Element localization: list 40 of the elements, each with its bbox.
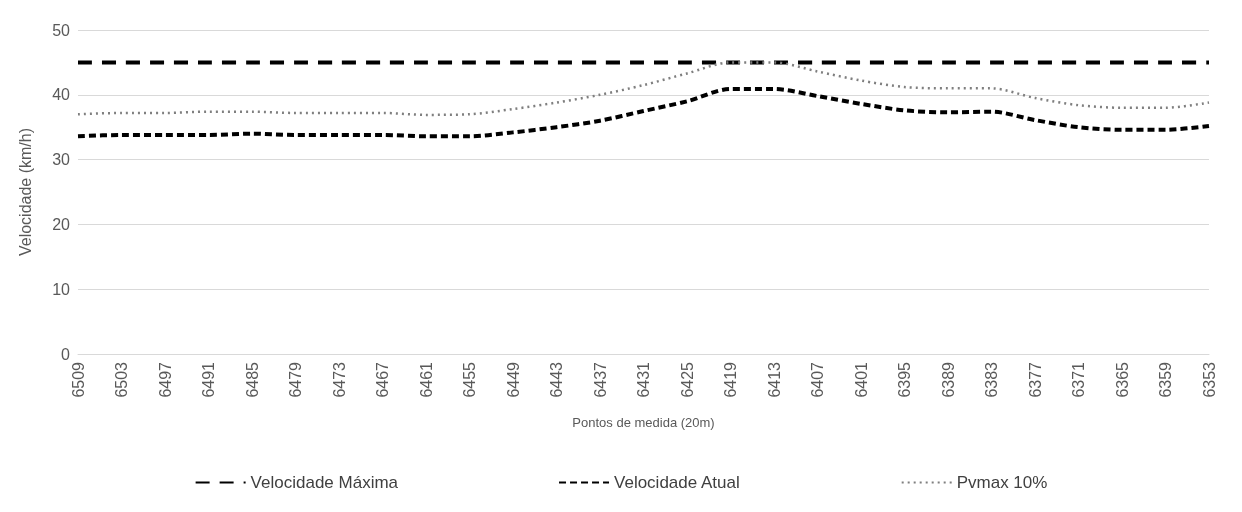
y-tick-label: 10	[52, 280, 71, 298]
y-tick-label: 50	[52, 21, 71, 39]
line-series	[76, 61, 1211, 117]
x-tick-label: 6431	[635, 361, 652, 398]
x-tick-label: 6383	[983, 361, 1000, 398]
x-tick-label: 6365	[1113, 361, 1131, 398]
x-tick-label: 6389	[939, 361, 957, 398]
x-tick-label: 6473	[330, 361, 348, 398]
y-tick-label: 40	[52, 86, 71, 104]
x-tick-label: 6353	[1200, 361, 1218, 398]
x-tick-label: 6503	[113, 361, 130, 398]
x-tick-label: 6413	[765, 361, 783, 398]
x-tick-label: 6509	[69, 361, 87, 398]
y-tick-label: 30	[52, 151, 71, 169]
x-tick-label: 6479	[287, 361, 304, 398]
x-tick-label: 6425	[678, 361, 696, 398]
line-series	[76, 86, 1211, 139]
x-tick-label: 6443	[548, 361, 565, 398]
x-tick-label: 6419	[722, 361, 739, 398]
legend-label: Velocidade Máxima	[250, 473, 399, 492]
x-tick-label: 6359	[1157, 361, 1174, 398]
x-tick-label: 6407	[809, 361, 826, 398]
x-tick-label: 6401	[852, 361, 870, 398]
x-tick-label: 6497	[156, 361, 174, 398]
y-axis-title: Velocidade (km/h)	[16, 127, 34, 257]
legend-label: Pvmax 10%	[956, 473, 1048, 492]
x-tick-label: 6491	[200, 361, 217, 398]
x-tick-label: 6485	[243, 361, 261, 398]
x-tick-label: 6449	[504, 361, 522, 398]
x-tick-label: 6395	[896, 361, 913, 398]
x-tick-label: 6461	[417, 361, 435, 398]
y-tick-label: 0	[61, 345, 71, 363]
x-tick-label: 6371	[1070, 361, 1087, 398]
x-tick-label: 6467	[374, 361, 391, 398]
x-tick-label: 6455	[461, 361, 478, 398]
x-axis-title: Pontos de medida (20m)	[572, 415, 715, 430]
legend-label: Velocidade Atual	[614, 473, 740, 492]
x-tick-label: 6377	[1026, 361, 1044, 398]
x-tick-label: 6437	[591, 361, 609, 398]
y-tick-label: 20	[52, 215, 71, 233]
